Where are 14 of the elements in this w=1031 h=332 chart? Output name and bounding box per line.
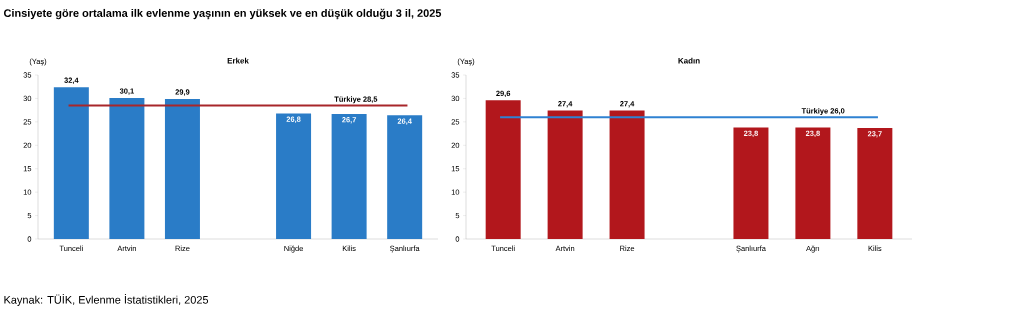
bar [109, 97, 145, 239]
bar [387, 115, 423, 239]
bar [485, 100, 521, 239]
bar [164, 98, 200, 239]
bar [53, 87, 89, 239]
bar [795, 127, 831, 239]
bar [733, 127, 769, 239]
bar [276, 113, 312, 239]
text: Cinsiyete göre ortalama ilk evlenme yaşının en yüksek ve en düşük olduğu 3 il, 2025 [3, 8, 442, 20]
bar [609, 110, 645, 239]
bar [857, 127, 893, 239]
bar [547, 110, 583, 239]
text: Kaynak: TÜİK, Evlenme İstatistikleri, 2025 [4, 294, 209, 306]
bar [331, 113, 367, 239]
